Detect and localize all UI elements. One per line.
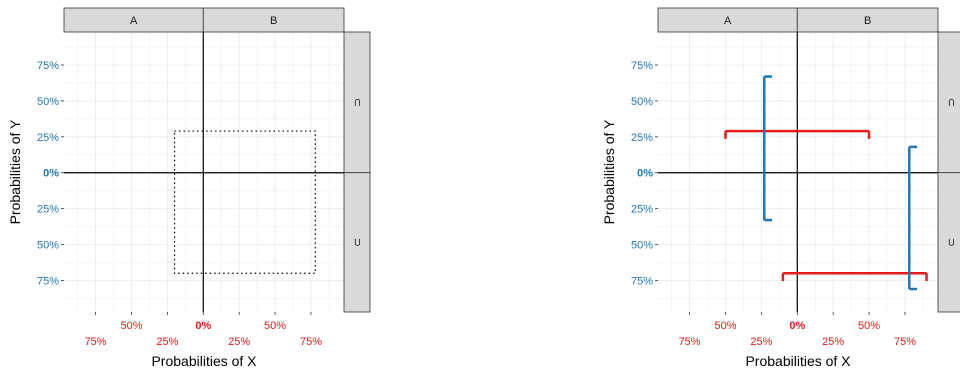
facet-strip-row-2 — [937, 172, 960, 313]
x-axis-title: Probabilities of X — [151, 353, 257, 369]
y-interval-2 — [908, 145, 918, 291]
facet-label-col-2: B — [270, 15, 277, 27]
x-axis-title: Probabilities of X — [745, 353, 851, 369]
y-axis-title: Probabilities of Y — [7, 119, 23, 224]
y-tick-label: 0% — [637, 168, 653, 180]
x-tick-label: 0% — [195, 320, 211, 332]
y-axis-ticks: 75% 50% 25% 0% 25% 50% 75% — [37, 60, 64, 287]
chart-1: A B⊂⊃75%50%25%0%25%50%75%75%50%25%0%25%50… — [7, 7, 371, 369]
y-axis-ticks: 75% 50% 25% 0% 25% 50% 75% — [631, 60, 658, 287]
y-tick-label: 50% — [37, 240, 59, 252]
x-tick-label: 50% — [714, 320, 736, 332]
x-tick-label: 25% — [228, 336, 250, 348]
facet-strips-right: ⊂⊃ — [937, 31, 960, 313]
facet-strip-row-2 — [343, 172, 371, 313]
x-interval-1 — [724, 129, 871, 139]
y-interval-1 — [763, 75, 773, 222]
y-tick-label: 75% — [37, 275, 59, 287]
x-tick-label: 0% — [789, 320, 805, 332]
x-tick-label: 50% — [264, 320, 286, 332]
x-tick-label: 25% — [156, 336, 178, 348]
facet-strip-col-2 — [202, 7, 345, 33]
facet-label-col-1: A — [724, 15, 732, 27]
y-tick-label: 0% — [43, 168, 59, 180]
y-tick-label: 75% — [631, 275, 653, 287]
panel-background — [658, 32, 938, 312]
y-tick-label: 50% — [37, 96, 59, 108]
facet-label-col-2: B — [864, 15, 871, 27]
x-axis-ticks: 75% 50% 25% 0% 25% 50% 75% — [85, 312, 322, 348]
x-tick-label: 50% — [858, 320, 880, 332]
y-tick-label: 75% — [631, 60, 653, 72]
facet-strip-col-1 — [63, 7, 204, 33]
y-axis-title: Probabilities of Y — [601, 119, 617, 224]
x-axis-ticks: 75% 50% 25% 0% 25% 50% 75% — [679, 312, 916, 348]
facet-label-row-1: ⊂ — [945, 98, 957, 107]
facet-label-row-1: ⊂ — [351, 98, 363, 107]
x-tick-label: 25% — [750, 336, 772, 348]
facet-label-col-1: A — [130, 15, 138, 27]
x-tick-label: 75% — [85, 336, 107, 348]
y-tick-label: 50% — [631, 96, 653, 108]
dotted-region — [173, 130, 316, 274]
y-tick-label: 50% — [631, 240, 653, 252]
x-tick-label: 75% — [300, 336, 322, 348]
x-tick-label: 50% — [120, 320, 142, 332]
x-tick-label: 25% — [822, 336, 844, 348]
facet-label-row-2: ⊃ — [351, 238, 363, 247]
y-tick-label: 25% — [37, 132, 59, 144]
panel-background — [64, 32, 344, 312]
facet-label-row-2: ⊃ — [945, 238, 957, 247]
x-tick-label: 75% — [894, 336, 916, 348]
grid — [64, 32, 344, 312]
facet-strip-col-2 — [796, 7, 939, 33]
y-tick-label: 25% — [631, 204, 653, 216]
chart-2: A B⊂⊃75%50%25%0%25%50%75%75%50%25%0%25%50… — [601, 7, 960, 369]
y-tick-label: 25% — [37, 204, 59, 216]
facet-strip-col-1 — [657, 7, 798, 33]
y-tick-label: 25% — [631, 132, 653, 144]
x-interval-2 — [781, 271, 928, 282]
y-tick-label: 75% — [37, 60, 59, 72]
x-tick-label: 75% — [679, 336, 701, 348]
facet-strips-right: ⊂⊃ — [343, 31, 371, 313]
